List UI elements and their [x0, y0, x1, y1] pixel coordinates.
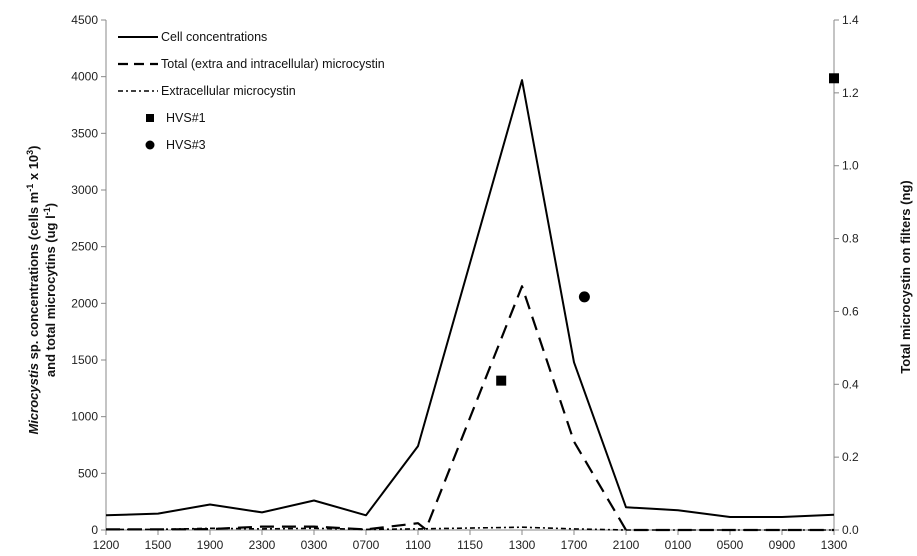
right-tick-label: 1.2: [842, 86, 859, 100]
left-tick-label: 2500: [71, 240, 98, 254]
x-tick-label: 1200: [93, 538, 120, 552]
series-line-2: [106, 526, 834, 531]
legend-label: Extracellular microcystin: [161, 84, 296, 98]
right-tick-label: 1.4: [842, 13, 859, 27]
legend-swatch-circle: [145, 140, 155, 150]
legend-label: Total (extra and intracellular) microcys…: [161, 57, 385, 71]
left-tick-label: 0: [91, 523, 98, 537]
legend: Cell concentrations Total (extra and intr…: [118, 30, 385, 152]
x-tick-label: 1300: [509, 538, 536, 552]
left-tick-label: 500: [78, 466, 98, 480]
x-tick-label: 1150: [457, 538, 483, 552]
x-tick-label: 2100: [613, 538, 640, 552]
hvs3-circle-marker: [578, 291, 590, 303]
right-tick-label: 0.6: [842, 304, 859, 318]
left-tick-label: 1500: [71, 353, 98, 367]
legend-label: HVS#1: [166, 111, 206, 125]
right-tick-label: 1.0: [842, 159, 859, 173]
left-tick-label: 3500: [71, 126, 98, 140]
x-tick-label: 0500: [717, 538, 744, 552]
x-tick-label: 1500: [145, 538, 172, 552]
series-layer: [105, 73, 839, 532]
left-tick-label: 2000: [71, 296, 98, 310]
x-tick-label: 2300: [249, 538, 276, 552]
left-tick-label: 4500: [71, 13, 98, 27]
series-line-1: [106, 285, 834, 532]
right-tick-label: 0.2: [842, 450, 859, 464]
series-line-0: [105, 79, 835, 518]
x-tick-label: 1900: [197, 538, 224, 552]
left-axis-title-line1: Microcystis sp. concentrations (cells m-…: [25, 145, 41, 434]
right-tick-label: 0.0: [842, 523, 859, 537]
x-tick-label: 1700: [561, 538, 588, 552]
right-tick-label: 0.8: [842, 232, 859, 246]
left-tick-label: 1000: [71, 410, 98, 424]
x-tick-label: 1100: [405, 538, 431, 552]
right-tick-label: 0.4: [842, 377, 859, 391]
x-tick-label: 0900: [769, 538, 796, 552]
hvs1-square-marker: [829, 73, 839, 84]
hvs1-square-marker: [496, 375, 507, 386]
axes: 0500100015002000250030003500400045000.00…: [71, 13, 859, 552]
legend-swatch-square: [146, 114, 154, 122]
x-tick-label: 0100: [665, 538, 692, 552]
x-tick-label: 0700: [353, 538, 380, 552]
legend-label: HVS#3: [166, 138, 206, 152]
left-tick-label: 4000: [71, 70, 98, 84]
left-axis-title-line2: and total microcytins (ug l-1): [42, 203, 58, 377]
left-tick-label: 3000: [71, 183, 98, 197]
legend-label: Cell concentrations: [161, 30, 267, 44]
right-axis-title: Total microcystin on filters (ng): [898, 180, 913, 373]
x-tick-label: 1300: [821, 538, 848, 552]
x-tick-label: 0300: [301, 538, 328, 552]
